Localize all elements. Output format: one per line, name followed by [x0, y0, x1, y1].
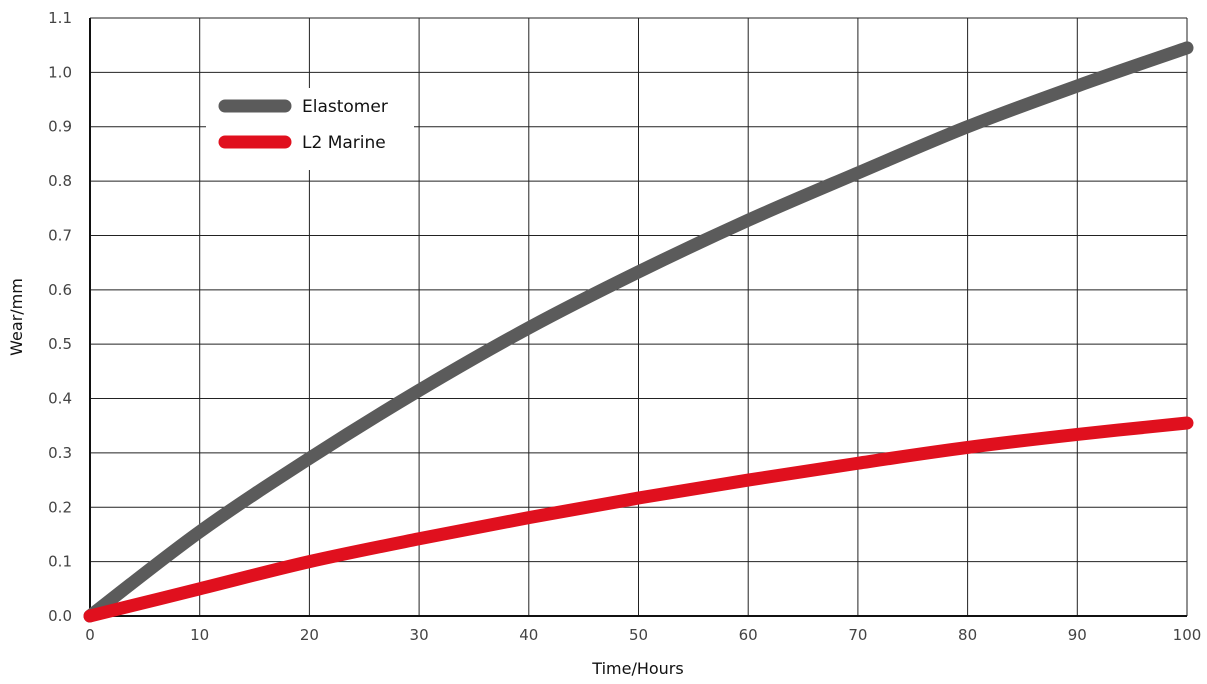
y-tick-1.0: 1.0	[48, 63, 72, 81]
x-tick-60: 60	[739, 626, 758, 644]
y-tick-0.3: 0.3	[48, 444, 72, 462]
x-tick-40: 40	[519, 626, 538, 644]
y-tick-1.1: 1.1	[48, 9, 72, 27]
x-tick-10: 10	[190, 626, 209, 644]
y-tick-0.6: 0.6	[48, 281, 72, 299]
y-tick-0.2: 0.2	[48, 498, 72, 516]
y-tick-0.9: 0.9	[48, 118, 72, 136]
x-tick-50: 50	[629, 626, 648, 644]
legend-label-l2-marine: L2 Marine	[302, 133, 386, 153]
y-tick-0.8: 0.8	[48, 172, 72, 190]
x-tick-30: 30	[410, 626, 429, 644]
x-tick-20: 20	[300, 626, 319, 644]
x-tick-0: 0	[85, 626, 95, 644]
x-axis-title: Time/Hours	[591, 659, 683, 678]
x-tick-70: 70	[848, 626, 867, 644]
axes	[89, 18, 1187, 617]
series-lines	[83, 41, 1194, 623]
x-tick-80: 80	[958, 626, 977, 644]
legend-label-elastomer: Elastomer	[302, 97, 388, 117]
series-line-l2-marine	[83, 416, 1194, 623]
y-tick-0.5: 0.5	[48, 335, 72, 353]
y-tick-0.4: 0.4	[48, 390, 72, 408]
x-tick-90: 90	[1068, 626, 1087, 644]
y-tick-0.7: 0.7	[48, 226, 72, 244]
grid	[90, 17, 1188, 616]
y-tick-labels: 0.0 0.1 0.2 0.3 0.4 0.5 0.6 0.7 0.8 0.9 1.0 1.1	[48, 9, 72, 625]
series-line-elastomer	[83, 41, 1194, 623]
x-tick-100: 100	[1173, 626, 1202, 644]
y-tick-0.1: 0.1	[48, 553, 72, 571]
y-axis-title: Wear/mm	[7, 278, 26, 356]
legend: Elastomer L2 Marine	[206, 88, 414, 170]
x-tick-labels: 0 10 20 30 40 50 60 70 80 90 100	[85, 626, 1201, 644]
y-tick-0.0: 0.0	[48, 607, 72, 625]
